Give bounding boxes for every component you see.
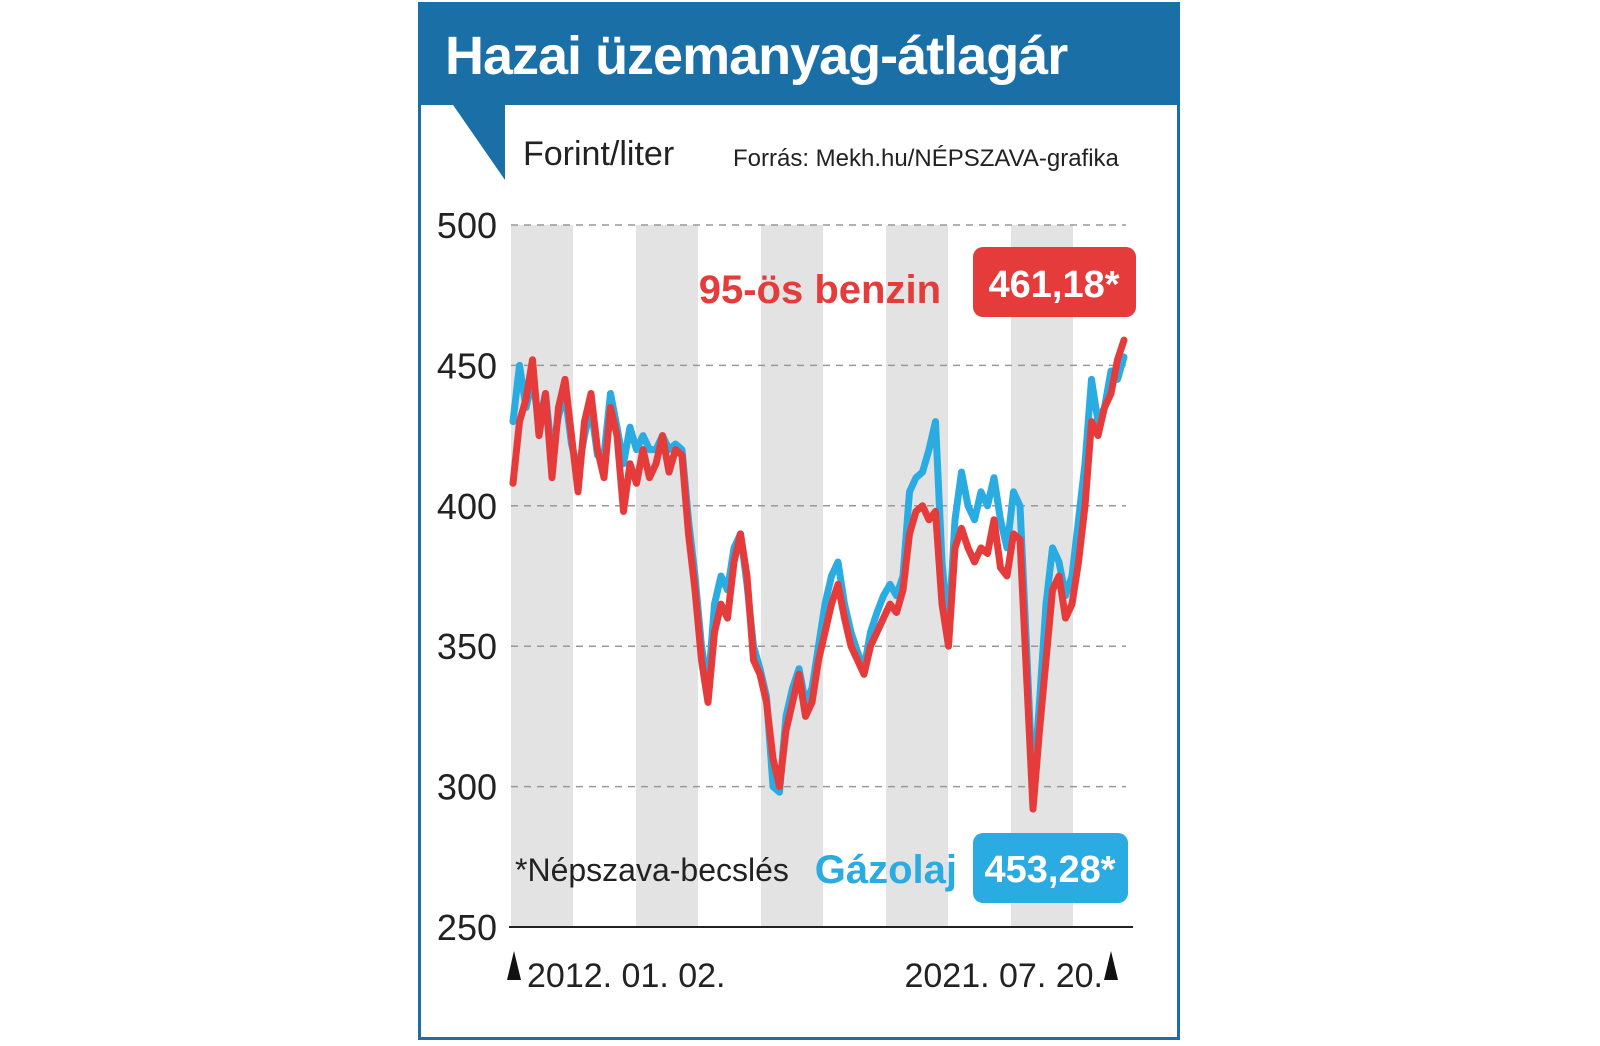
title-corner-tab	[451, 102, 505, 180]
gazolaj-value-badge	[973, 833, 1128, 903]
background-stripe	[511, 225, 573, 927]
background-stripe	[636, 225, 698, 927]
y-tick-label: 500	[437, 205, 497, 246]
benzin-value: 461,18*	[988, 264, 1119, 306]
y-tick-label: 250	[437, 907, 497, 948]
benzin-line	[509, 336, 1128, 813]
chart-card: Hazai üzemanyag-átlagár 500 450 400 350 300 2…	[418, 2, 1180, 1040]
estimate-note: *Népszava-becslés	[515, 852, 789, 888]
source-label: Forrás: Mekh.hu/NÉPSZAVA-grafika	[733, 145, 1119, 172]
series-label-gazolaj: Gázolaj	[815, 848, 957, 892]
chart-title: Hazai üzemanyag-átlagár	[445, 26, 1068, 86]
x-end-label: 2021. 07. 20.	[904, 957, 1103, 995]
x-start-label: 2012. 01. 02.	[527, 957, 726, 995]
series-label-benzin: 95-ös benzin	[699, 268, 941, 312]
end-arrow-icon	[1104, 951, 1118, 980]
background-stripe	[761, 225, 823, 927]
series-lines	[509, 336, 1128, 813]
y-tick-label: 300	[437, 767, 497, 808]
y-tick-label: 400	[437, 486, 497, 527]
unit-label: Forint/liter	[523, 135, 675, 173]
benzin-value-badge	[973, 247, 1136, 317]
gazolaj-value: 453,28*	[984, 849, 1115, 891]
background-stripes	[511, 225, 1073, 927]
y-axis-ticks: 500 450 400 350 300 250	[437, 205, 497, 948]
y-tick-label: 350	[437, 626, 497, 667]
start-arrow-icon	[507, 951, 521, 980]
y-tick-label: 450	[437, 345, 497, 386]
title-bar: Hazai üzemanyag-átlagár	[421, 5, 1177, 105]
